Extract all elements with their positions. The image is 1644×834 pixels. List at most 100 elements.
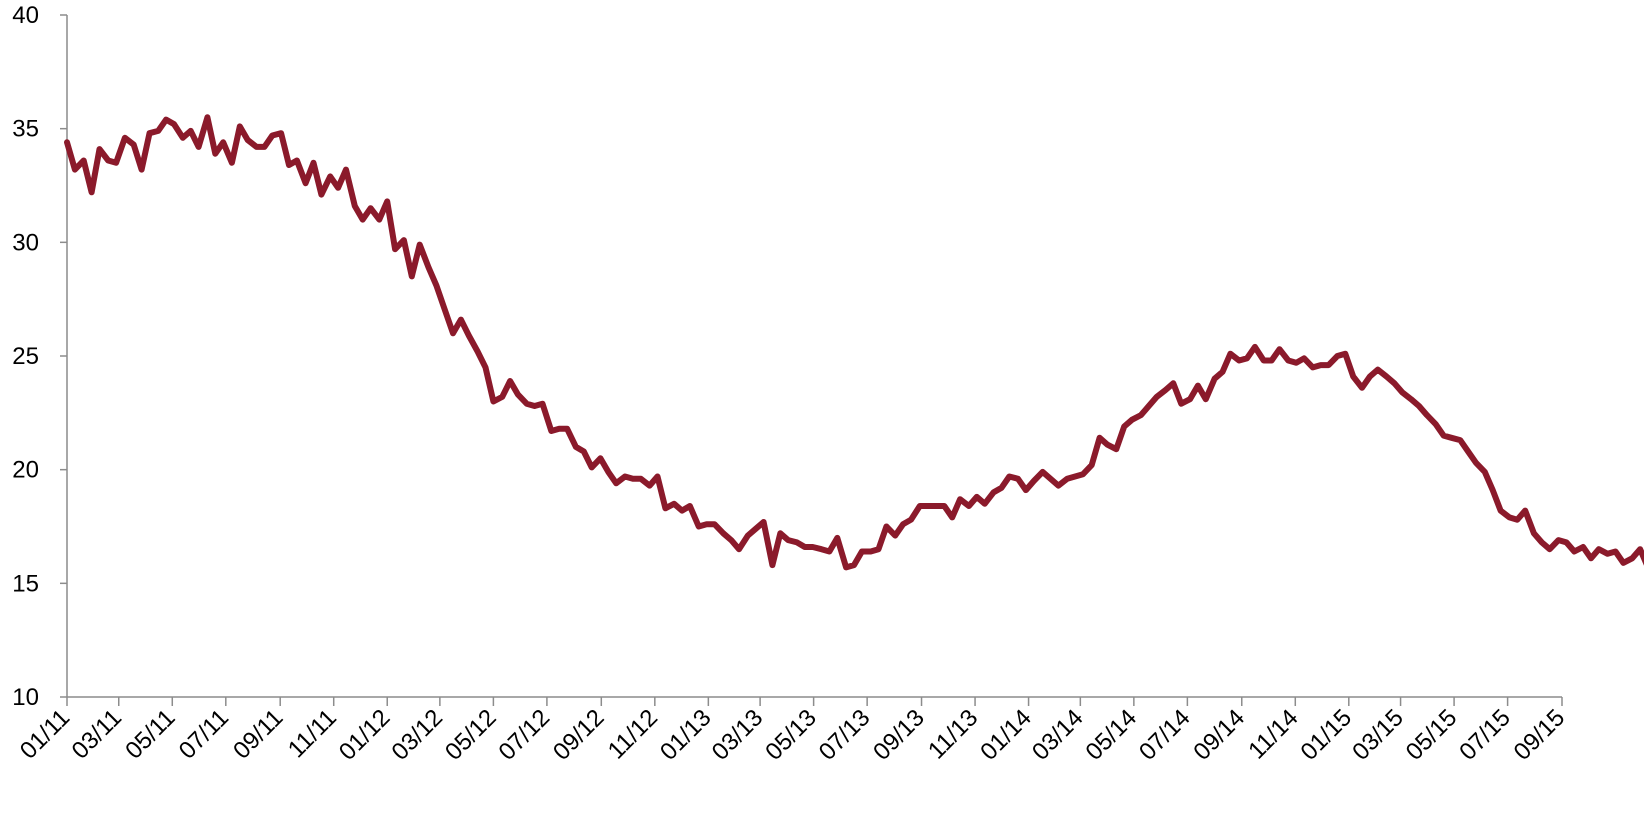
x-tick-label: 09/15	[1509, 704, 1571, 766]
data-point	[640, 478, 642, 480]
data-point	[1082, 473, 1084, 475]
x-tick-label: 01/11	[15, 704, 75, 764]
data-point	[66, 141, 68, 143]
data-point	[607, 471, 609, 473]
data-point	[435, 285, 437, 286]
data-point	[1524, 510, 1526, 512]
data-point	[1369, 376, 1371, 377]
data-point	[305, 182, 307, 184]
data-point	[1246, 357, 1248, 359]
data-point	[1263, 360, 1265, 361]
data-point	[509, 380, 511, 382]
data-point	[214, 153, 216, 155]
x-tick-label: 05/12	[440, 704, 502, 766]
data-point	[91, 191, 93, 193]
data-point	[206, 116, 208, 118]
data-point	[1180, 403, 1182, 405]
data-point	[902, 523, 904, 525]
data-point	[1492, 489, 1494, 491]
data-point	[362, 219, 364, 221]
data-point	[370, 207, 372, 209]
x-tick-label: 11/11	[283, 704, 342, 763]
data-point	[141, 169, 143, 171]
y-tick-label: 40	[12, 2, 39, 29]
data-point	[222, 141, 224, 143]
data-point	[107, 160, 109, 161]
x-tick-label: 09/13	[868, 704, 930, 766]
data-point	[1467, 451, 1469, 452]
data-point	[1050, 478, 1051, 480]
data-point	[894, 535, 896, 537]
data-point	[1426, 414, 1428, 416]
data-point	[1549, 548, 1551, 550]
x-tick-label: 09/11	[228, 704, 288, 764]
data-point	[1500, 510, 1502, 512]
data-point	[534, 405, 536, 407]
y-axis: 10 15 20 25 30 35 40	[12, 2, 68, 711]
data-point	[1214, 378, 1216, 380]
data-point	[386, 200, 388, 202]
data-point	[1573, 551, 1575, 552]
y-tick-label: 20	[12, 457, 39, 484]
data-point	[1336, 355, 1338, 357]
data-point	[1541, 541, 1543, 543]
data-point	[1377, 369, 1379, 371]
data-point	[1131, 419, 1133, 421]
data-point	[1475, 462, 1477, 464]
data-point	[566, 428, 568, 430]
data-point	[1598, 548, 1600, 550]
data-point	[1123, 426, 1125, 427]
y-tick-label: 25	[12, 343, 39, 370]
data-point	[1107, 444, 1108, 446]
data-point	[583, 451, 585, 452]
x-tick-label: 11/13	[923, 704, 983, 764]
data-point	[1533, 532, 1535, 534]
data-point	[649, 485, 651, 487]
series-points	[66, 116, 1641, 568]
x-axis: 01/1103/1105/1107/1109/1111/1101/1203/12…	[15, 696, 1571, 766]
data-point	[1352, 376, 1354, 377]
data-point	[796, 541, 798, 543]
data-point	[738, 548, 740, 550]
data-point	[1435, 423, 1437, 425]
data-point	[575, 446, 577, 448]
data-point	[231, 162, 233, 164]
data-point	[910, 519, 912, 521]
x-tick-label: 07/11	[174, 704, 234, 764]
data-point	[1558, 539, 1559, 541]
data-point	[124, 137, 126, 139]
data-point	[1140, 414, 1142, 416]
data-point	[165, 119, 167, 121]
data-point	[681, 510, 683, 512]
x-tick-label: 11/12	[603, 704, 663, 764]
data-point	[354, 205, 356, 207]
data-point	[1565, 541, 1567, 543]
data-point	[542, 403, 543, 405]
data-point	[1320, 364, 1322, 366]
data-point	[558, 428, 560, 430]
data-point	[1328, 364, 1330, 366]
data-point	[1025, 489, 1027, 491]
y-tick-label: 35	[12, 116, 39, 143]
data-point	[1393, 382, 1395, 384]
data-point	[190, 130, 192, 132]
data-point	[1344, 353, 1346, 355]
x-tick-label: 01/15	[1295, 704, 1357, 766]
data-point	[1516, 519, 1518, 521]
data-point	[804, 546, 806, 548]
data-point	[1057, 485, 1059, 487]
series-layer	[64, 114, 1644, 571]
y-tick-label: 30	[12, 229, 39, 256]
data-point	[1582, 546, 1584, 548]
x-tick-label: 09/14	[1188, 704, 1250, 766]
data-point	[1148, 405, 1150, 407]
data-point	[1099, 437, 1101, 439]
data-point	[452, 332, 454, 334]
data-point	[263, 146, 265, 148]
data-point	[1508, 516, 1510, 518]
data-point	[1418, 405, 1420, 407]
data-point	[943, 505, 945, 507]
data-point	[1271, 360, 1273, 361]
data-point	[1042, 471, 1044, 473]
data-point	[771, 564, 773, 566]
